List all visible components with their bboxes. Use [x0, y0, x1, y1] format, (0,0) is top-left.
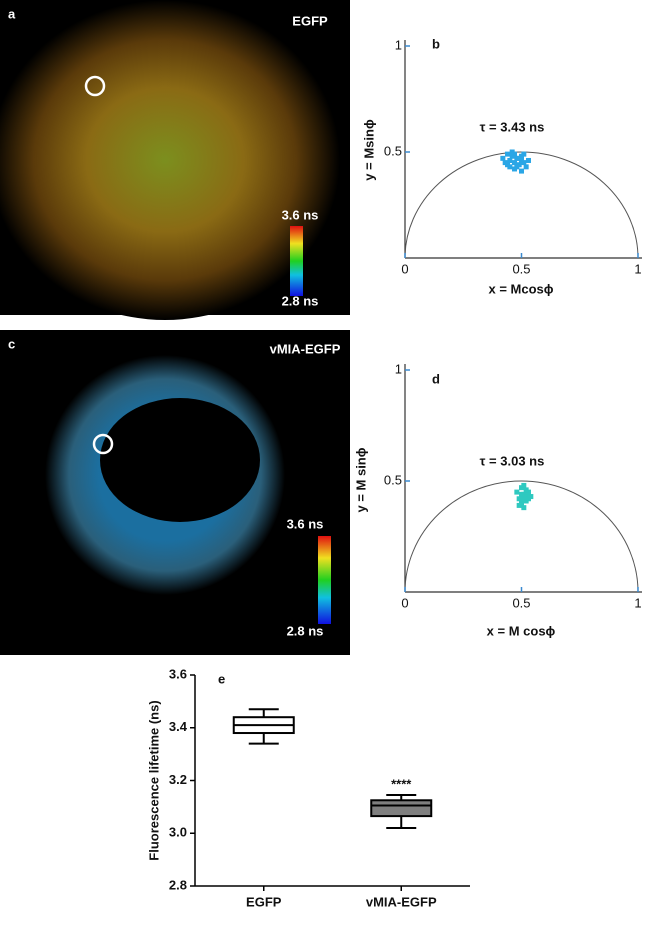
- y-axis-label: y = Msinϕ: [361, 119, 376, 181]
- point: [521, 482, 527, 488]
- roi-circle: [84, 75, 106, 97]
- universal-circle: [404, 480, 639, 593]
- point: [512, 151, 518, 157]
- x-tick-label: 1: [634, 595, 641, 610]
- point: [512, 160, 518, 166]
- nucleus: [100, 398, 260, 522]
- point: [507, 157, 513, 163]
- y-tick-label: 3.2: [169, 772, 187, 787]
- x-tick-label: EGFP: [246, 894, 282, 909]
- panel-letter: b: [432, 36, 440, 51]
- y-tick-label: 3.4: [169, 719, 188, 734]
- panel-letter: c: [8, 336, 15, 351]
- annotation: τ = 3.03 ns: [480, 453, 545, 468]
- x-tick-label: 0.5: [512, 595, 530, 610]
- colorbar-label: 3.6 ns: [287, 516, 324, 531]
- panel-letter: a: [8, 6, 16, 21]
- point: [500, 155, 506, 161]
- point: [505, 162, 511, 168]
- cell: [0, 0, 340, 320]
- point: [521, 505, 527, 511]
- colorbar-label: 2.8 ns: [282, 293, 319, 308]
- x-axis-label: x = M cosϕ: [487, 623, 556, 638]
- point: [516, 502, 522, 508]
- y-tick-label: 1: [395, 361, 402, 376]
- colorbar-label: 3.6 ns: [282, 207, 319, 222]
- y-tick-label: 0.5: [384, 143, 402, 158]
- point: [521, 151, 527, 157]
- point: [519, 496, 524, 502]
- point: [519, 168, 524, 174]
- colorbar: [290, 226, 303, 296]
- x-tick-label: 1: [634, 261, 641, 276]
- image-title: EGFP: [292, 13, 328, 28]
- y-axis-label: Fluorescence lifetime (ns): [146, 700, 161, 860]
- x-tick-label: vMIA-EGFP: [366, 894, 437, 909]
- roi-circle: [92, 433, 114, 455]
- x-tick-label: 0: [401, 261, 408, 276]
- box: [370, 799, 433, 818]
- y-tick-label: 0.5: [384, 472, 402, 487]
- universal-circle: [404, 151, 639, 259]
- y-tick-label: 3.0: [169, 825, 187, 840]
- point: [514, 164, 520, 170]
- point: [514, 489, 520, 495]
- significance: ****: [391, 776, 412, 791]
- y-axis-label: y = M sinϕ: [353, 447, 368, 512]
- x-axis-label: x = Mcosϕ: [488, 281, 553, 296]
- y-tick-label: 2.8: [169, 877, 187, 892]
- point: [523, 487, 529, 493]
- annotation: τ = 3.43 ns: [480, 119, 545, 134]
- x-tick-label: 0: [401, 595, 408, 610]
- point: [528, 494, 534, 500]
- image-title: vMIA-EGFP: [270, 341, 341, 356]
- point: [519, 491, 524, 497]
- x-tick-label: 0.5: [512, 261, 530, 276]
- colorbar-label: 2.8 ns: [287, 623, 324, 638]
- y-tick-label: 1: [395, 37, 402, 52]
- panel-letter: d: [432, 371, 440, 386]
- point: [523, 164, 529, 170]
- panel-letter: e: [218, 671, 225, 686]
- point: [525, 157, 531, 163]
- point: [505, 151, 511, 157]
- point: [516, 155, 522, 161]
- colorbar: [318, 536, 331, 624]
- y-tick-label: 3.6: [169, 666, 187, 681]
